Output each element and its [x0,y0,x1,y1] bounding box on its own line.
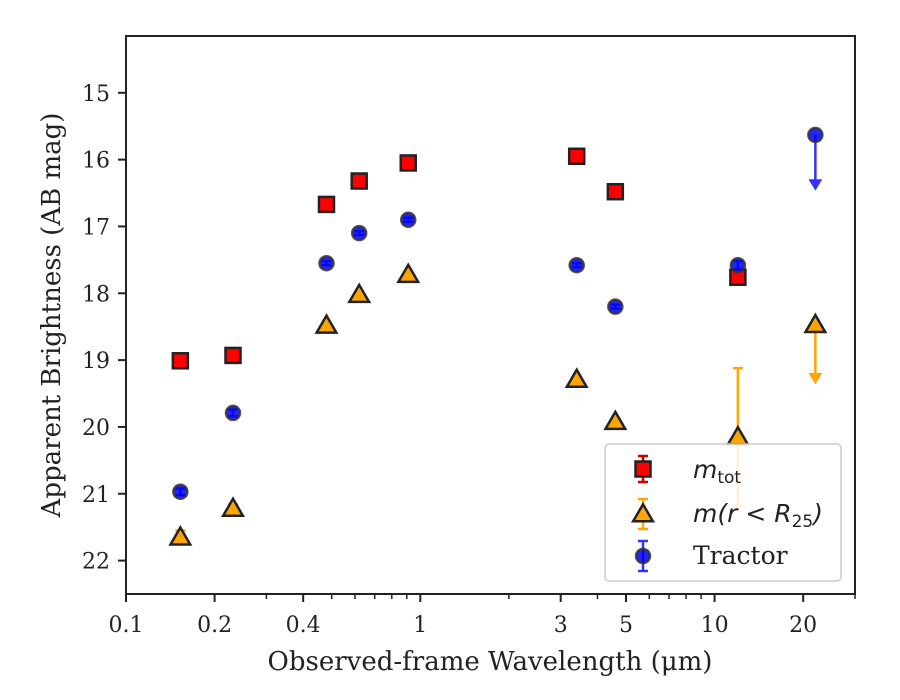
legend-marker-square [634,460,652,478]
m-r-r25-point [564,367,589,389]
legend: mtot m(r < R25) Tractor [604,443,842,582]
m-r-r25-point [396,262,421,284]
upper-limit-arrowhead [808,179,823,191]
x-tick-label: 20 [789,613,817,638]
m-r-r25-point [220,496,246,517]
m-tot-point [350,172,368,190]
tractor-point [224,404,242,422]
tractor-point [607,298,624,315]
legend-label-tail: ) [811,499,823,528]
y-tick-label: 22 [82,550,110,575]
series-square [171,147,747,370]
y-tick-label: 19 [82,349,110,374]
m-tot-point [399,154,417,172]
series-circle [172,126,824,501]
y-tick-label: 17 [82,215,110,240]
m-tot-point [171,352,190,370]
upper-limit-arrowhead [808,372,823,385]
legend-label-main: m(r < R [693,499,792,528]
axis-ticks: 0.1 0.2 0.4 1 3 5 10 20 15 16 17 18 19 20 21 22 [82,82,856,638]
y-tick-label: 18 [82,282,110,307]
data-marks [168,126,828,546]
series-triangle [168,262,828,546]
tractor-point [729,256,747,274]
tractor-point [399,211,417,229]
legend-label-sub: tot [717,468,741,488]
legend-label-m-r-r25: m(r < R25) [693,499,823,532]
y-tick-label: 21 [82,483,110,508]
x-tick-label: 3 [554,613,568,638]
legend-label-m-tot: mtot [693,455,741,488]
m-r-r25-point [603,409,628,431]
x-tick-label: 0.4 [286,613,321,638]
tractor-point [318,254,335,272]
tractor-point [568,256,585,274]
legend-marker-circle [634,547,652,565]
legend-label-tractor: Tractor [693,541,788,570]
x-tick-label: 5 [619,613,633,638]
y-tick-label: 15 [82,82,110,107]
x-tick-label: 0.2 [197,613,232,638]
m-tot-point [317,195,336,214]
m-tot-point [606,182,625,201]
x-tick-label: 1 [413,613,427,638]
y-axis-label: Apparent Brightness (AB mag) [37,113,67,519]
m-tot-point [224,346,242,365]
y-tick-label: 16 [82,149,110,174]
plot-frame [125,35,856,595]
m-r-r25-point [803,312,828,334]
x-axis-label: Observed-frame Wavelength (μm) [268,647,713,677]
m-r-r25-point [168,525,193,546]
tractor-point [350,224,368,242]
legend-label-sub: 25 [792,512,814,532]
x-tick-label: 0.1 [109,613,144,638]
legend-marker-triangle [630,501,656,523]
x-tick-label: 10 [701,613,729,638]
legend-frame [604,443,842,582]
m-tot-point [567,147,586,166]
y-tick-label: 20 [82,416,110,441]
legend-label-main: m [693,455,717,484]
m-r-r25-point [314,313,339,334]
tractor-point [807,126,824,144]
tractor-point [172,483,189,501]
m-r-r25-point [347,282,372,304]
